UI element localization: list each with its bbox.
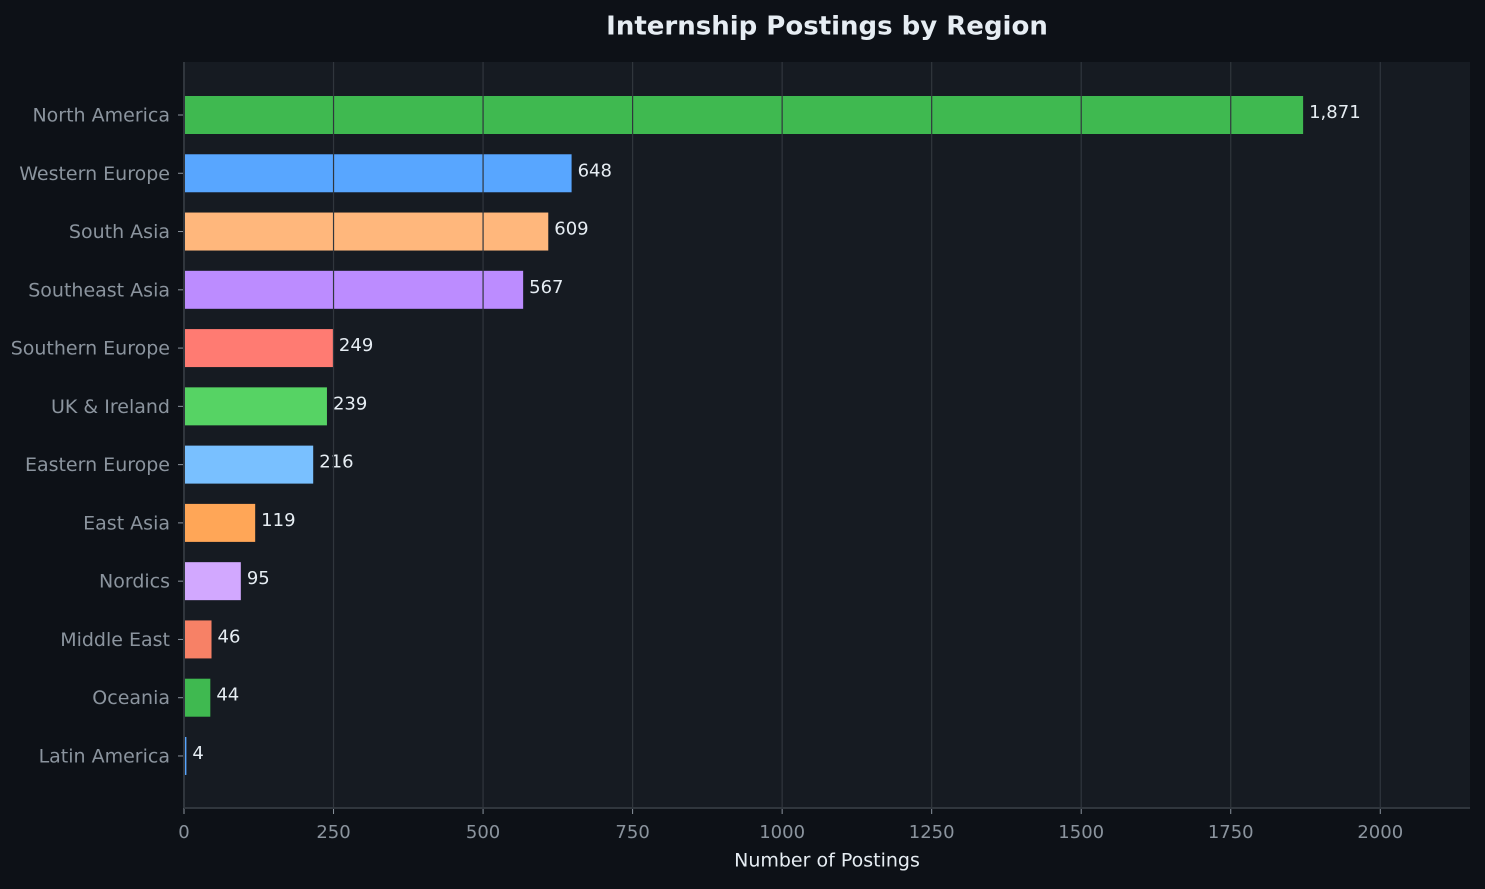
y-tick-label: Southern Europe	[11, 338, 170, 360]
bar	[184, 96, 1304, 134]
bar	[184, 503, 256, 542]
bar	[184, 445, 314, 484]
y-tick-label: North America	[32, 105, 170, 127]
bar	[184, 620, 212, 659]
bar	[184, 562, 241, 601]
y-tick-label: Western Europe	[19, 163, 170, 185]
bar	[184, 387, 327, 426]
y-tick-label: South Asia	[69, 221, 170, 243]
y-tick-label: Oceania	[92, 687, 170, 709]
value-label: 567	[529, 277, 563, 298]
value-label: 46	[218, 626, 241, 647]
bar	[184, 678, 211, 717]
x-tick-label: 2000	[1357, 822, 1403, 843]
y-tick-label: Southeast Asia	[28, 279, 170, 301]
y-tick-label: Middle East	[60, 629, 170, 651]
y-tick-label: Eastern Europe	[25, 454, 170, 476]
value-label: 44	[216, 685, 239, 706]
value-label: 648	[578, 160, 612, 181]
bar	[184, 736, 187, 775]
value-label: 239	[333, 393, 367, 414]
x-tick-label: 1500	[1058, 822, 1104, 843]
bar	[184, 212, 549, 251]
y-tick-label: Nordics	[99, 571, 170, 593]
x-tick-label: 1250	[909, 822, 955, 843]
value-label: 4	[192, 743, 203, 764]
x-tick-label: 250	[316, 822, 350, 843]
bar	[184, 270, 524, 309]
x-tick-label: 1000	[759, 822, 805, 843]
value-label: 95	[247, 568, 270, 589]
value-label: 609	[554, 219, 588, 240]
x-tick-label: 1750	[1208, 822, 1254, 843]
y-tick-label: Latin America	[39, 745, 170, 767]
x-tick-label: 0	[178, 822, 189, 843]
value-label: 249	[339, 335, 373, 356]
value-label: 1,871	[1309, 102, 1361, 123]
bar	[184, 154, 572, 193]
bar	[184, 329, 333, 368]
value-label: 216	[319, 452, 353, 473]
x-axis-label: Number of Postings	[734, 850, 920, 872]
x-tick-label: 500	[466, 822, 500, 843]
y-tick-label: East Asia	[83, 512, 170, 534]
y-tick-label: UK & Ireland	[51, 396, 170, 418]
value-label: 119	[261, 510, 295, 531]
chart-title: Internship Postings by Region	[606, 12, 1048, 42]
x-tick-label: 750	[615, 822, 649, 843]
